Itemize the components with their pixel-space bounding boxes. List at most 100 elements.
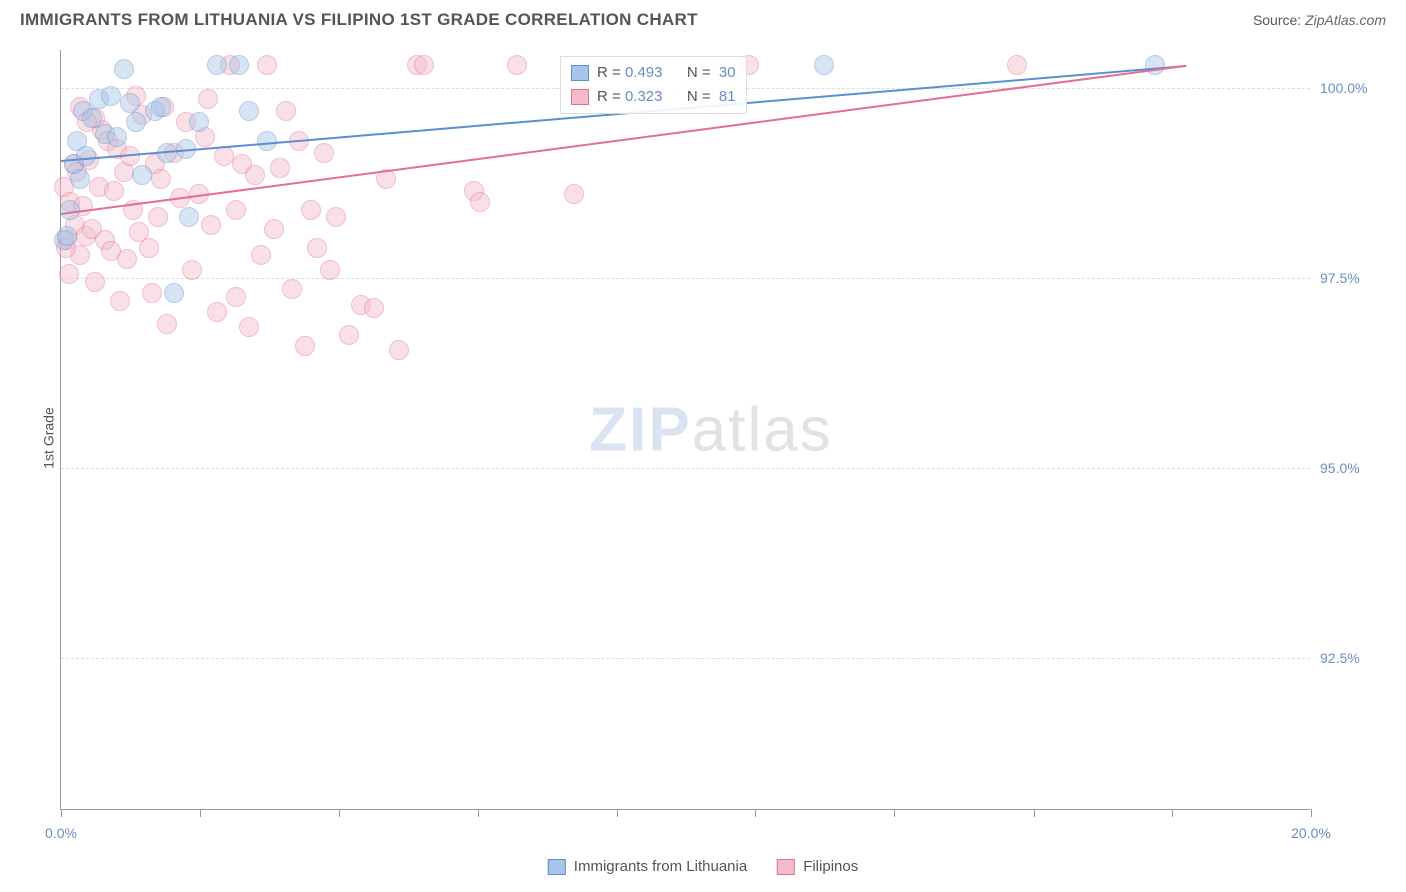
data-point [251, 245, 271, 265]
x-tick-label: 0.0% [45, 825, 77, 841]
data-point [132, 165, 152, 185]
data-point [814, 55, 834, 75]
stats-row: R = 0.323 N = 81 [571, 85, 736, 109]
n-label: N = 30 [687, 61, 736, 85]
gridline [61, 658, 1310, 659]
n-label: N = 81 [687, 85, 736, 109]
data-point [120, 93, 140, 113]
data-point [142, 283, 162, 303]
y-tick-label: 100.0% [1320, 80, 1380, 96]
data-point [189, 112, 209, 132]
gridline [61, 468, 1310, 469]
x-tick [1172, 809, 1173, 817]
data-point [270, 158, 290, 178]
data-point [1145, 55, 1165, 75]
legend-label: Filipinos [803, 858, 858, 875]
data-point [339, 325, 359, 345]
data-point [264, 219, 284, 239]
y-axis-label: 1st Grade [41, 407, 57, 468]
data-point [389, 340, 409, 360]
y-tick-label: 97.5% [1320, 270, 1380, 286]
data-point [104, 181, 124, 201]
data-point [301, 200, 321, 220]
data-point [164, 283, 184, 303]
data-point [85, 272, 105, 292]
data-point [470, 192, 490, 212]
data-point [151, 169, 171, 189]
x-tick-label: 20.0% [1291, 825, 1331, 841]
x-tick [478, 809, 479, 817]
source-name: ZipAtlas.com [1305, 12, 1386, 28]
data-point [1007, 55, 1027, 75]
r-label: R = 0.323 [597, 85, 662, 109]
x-tick [61, 809, 62, 817]
data-point [245, 165, 265, 185]
chart-title: IMMIGRANTS FROM LITHUANIA VS FILIPINO 1S… [20, 10, 698, 30]
data-point [226, 287, 246, 307]
data-point [507, 55, 527, 75]
data-point [564, 184, 584, 204]
x-tick [617, 809, 618, 817]
data-point [229, 55, 249, 75]
data-point [201, 215, 221, 235]
data-point [226, 200, 246, 220]
r-label: R = 0.493 [597, 61, 662, 85]
data-point [157, 314, 177, 334]
data-point [182, 260, 202, 280]
chart-header: IMMIGRANTS FROM LITHUANIA VS FILIPINO 1S… [0, 0, 1406, 40]
data-point [151, 97, 171, 117]
data-point [326, 207, 346, 227]
source-credit: Source: ZipAtlas.com [1253, 12, 1386, 28]
data-point [179, 207, 199, 227]
x-tick [894, 809, 895, 817]
data-point [198, 89, 218, 109]
scatter-plot-area: 92.5%95.0%97.5%100.0%0.0%20.0%ZIPatlas [60, 50, 1310, 810]
data-point [110, 291, 130, 311]
data-point [239, 101, 259, 121]
data-point [239, 317, 259, 337]
swatch-icon [571, 89, 589, 105]
data-point [57, 226, 77, 246]
correlation-stats-box: R = 0.493 N = 30R = 0.323 N = 81 [560, 56, 747, 114]
data-point [314, 143, 334, 163]
data-point [101, 86, 121, 106]
x-tick [1034, 809, 1035, 817]
data-point [126, 112, 146, 132]
data-point [257, 55, 277, 75]
x-tick [200, 809, 201, 817]
y-tick-label: 95.0% [1320, 460, 1380, 476]
x-tick [339, 809, 340, 817]
data-point [364, 298, 384, 318]
data-point [207, 55, 227, 75]
data-point [139, 238, 159, 258]
data-point [207, 302, 227, 322]
swatch-icon [777, 859, 795, 875]
data-point [307, 238, 327, 258]
x-tick [755, 809, 756, 817]
data-point [107, 127, 127, 147]
y-tick-label: 92.5% [1320, 650, 1380, 666]
data-point [320, 260, 340, 280]
gridline [61, 278, 1310, 279]
data-point [59, 264, 79, 284]
swatch-icon [571, 65, 589, 81]
data-point [414, 55, 434, 75]
data-point [117, 249, 137, 269]
source-prefix: Source: [1253, 12, 1305, 28]
data-point [276, 101, 296, 121]
data-point [114, 59, 134, 79]
series-legend: Immigrants from Lithuania Filipinos [548, 858, 858, 875]
legend-item: Immigrants from Lithuania [548, 858, 747, 875]
legend-label: Immigrants from Lithuania [574, 858, 747, 875]
data-point [60, 200, 80, 220]
legend-item: Filipinos [777, 858, 858, 875]
data-point [282, 279, 302, 299]
stats-row: R = 0.493 N = 30 [571, 61, 736, 85]
data-point [70, 169, 90, 189]
x-tick [1311, 809, 1312, 817]
data-point [148, 207, 168, 227]
data-point [214, 146, 234, 166]
swatch-icon [548, 859, 566, 875]
watermark: ZIPatlas [589, 395, 832, 466]
data-point [295, 336, 315, 356]
